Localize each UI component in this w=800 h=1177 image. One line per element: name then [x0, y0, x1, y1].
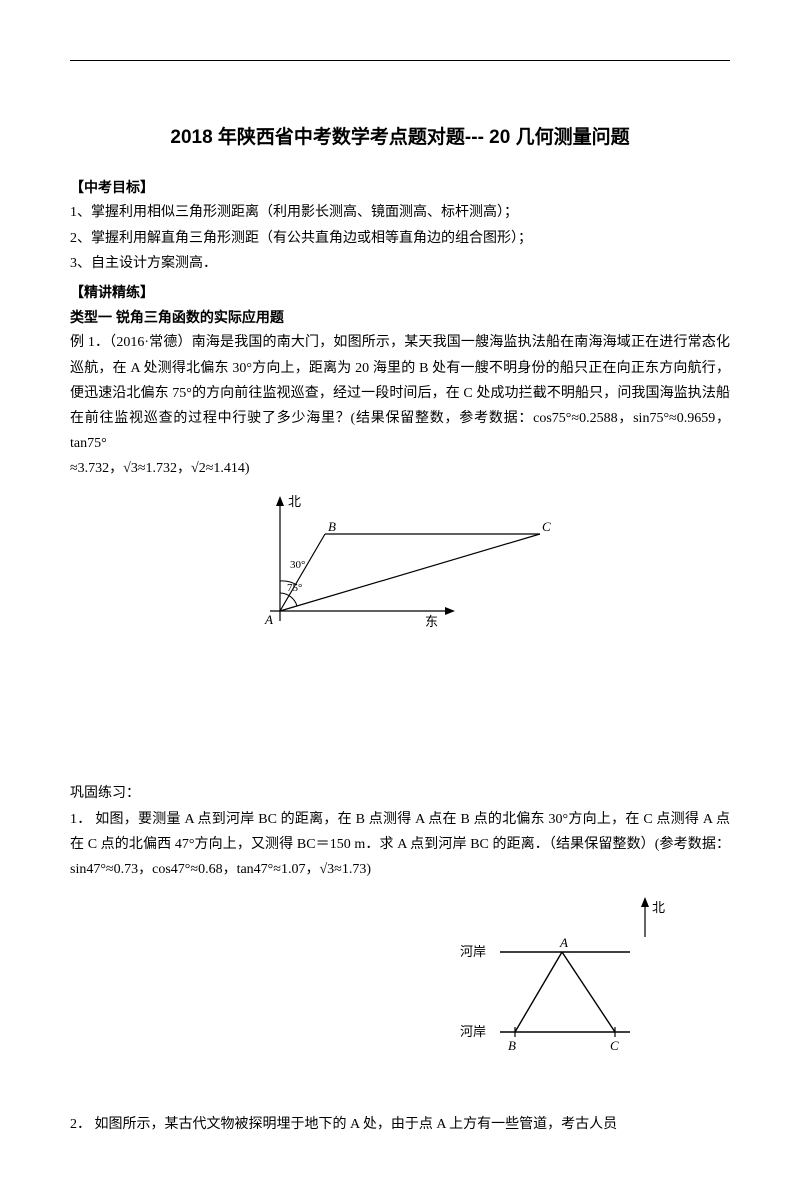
figure-1-container: A B C 30° 75° 北 东: [70, 491, 730, 641]
fig1-angle-30: 30°: [290, 559, 305, 571]
page-title: 2018 年陕西省中考数学考点题对题--- 20 几何测量问题: [70, 121, 730, 155]
figure-1-svg: A B C 30° 75° 北 东: [240, 491, 560, 641]
type-1-header: 类型一 锐角三角函数的实际应用题: [70, 305, 730, 330]
figure-2-svg: 北 河岸 河岸 A B C: [450, 892, 670, 1062]
spacer-2: [70, 1082, 730, 1112]
fig2-bank-bottom: 河岸: [460, 1024, 486, 1039]
fig1-east-label: 东: [425, 614, 438, 629]
goal-2: 2、掌握利用解直角三角形测距（有公共直角边或相等直角边的组合图形）；: [70, 226, 730, 251]
figure-2-container: 北 河岸 河岸 A B C: [70, 892, 730, 1062]
practice-header: 巩固练习：: [70, 781, 730, 806]
fig1-north-label: 北: [288, 494, 301, 509]
lecture-header: 【精讲精练】: [70, 280, 730, 305]
fig1-label-B: B: [328, 519, 336, 534]
fig1-angle-75: 75°: [287, 582, 302, 594]
fig1-label-C: C: [542, 519, 551, 534]
fig2-label-A: A: [559, 935, 568, 950]
goal-1: 1、掌握利用相似三角形测距离（利用影长测高、镜面测高、标杆测高）；: [70, 200, 730, 225]
top-rule: [70, 60, 730, 61]
example-1-text-a: 例 1．（2016·常德）南海是我国的南大门，如图所示，某天我国一艘海监执法船在…: [70, 330, 730, 456]
goals-header: 【中考目标】: [70, 175, 730, 200]
spacer-1: [70, 681, 730, 781]
fig2-label-B: B: [508, 1038, 516, 1053]
fig1-label-A: A: [264, 612, 273, 627]
fig2-label-C: C: [610, 1038, 619, 1053]
goal-3: 3、自主设计方案测高．: [70, 251, 730, 276]
fig2-bank-top: 河岸: [460, 944, 486, 959]
example-1-text-b: ≈3.732，√3≈1.732，√2≈1.414): [70, 456, 730, 481]
practice-2-text: 2． 如图所示，某古代文物被探明埋于地下的 A 处，由于点 A 上方有一些管道，…: [70, 1112, 730, 1137]
fig2-north-label: 北: [652, 900, 665, 915]
practice-1-text: 1． 如图，要测量 A 点到河岸 BC 的距离，在 B 点测得 A 点在 B 点…: [70, 807, 730, 883]
